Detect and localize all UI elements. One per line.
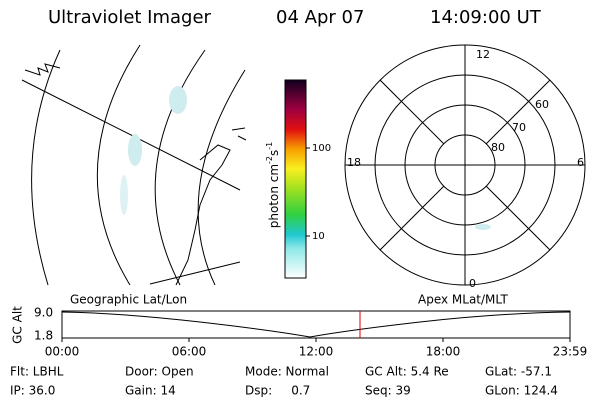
status-field: Dsp: 0.7 <box>245 384 310 398</box>
status-field: GC Alt: 5.4 Re <box>365 365 449 379</box>
colorbar-tick-label: 100 <box>312 143 331 154</box>
time: 14:09:00 UT <box>430 7 542 28</box>
timeline-axis-label: GC Alt <box>11 306 25 344</box>
mlt-label: 6 <box>577 156 584 169</box>
time-label: 12:00 <box>299 345 334 359</box>
map-panel <box>21 44 247 286</box>
lat-label: 70 <box>512 121 526 134</box>
status-field: Door: Open <box>125 365 194 379</box>
status-field: IP: 36.0 <box>10 384 55 398</box>
timeline-caption: Apex MLat/MLT <box>418 293 508 307</box>
aurora-patch <box>128 134 142 166</box>
status-field: Mode: Normal <box>245 365 329 379</box>
aurora-patch <box>120 175 128 215</box>
aurora-patch <box>169 86 187 114</box>
colorbar <box>284 79 307 279</box>
status-field: Seq: 39 <box>365 384 411 398</box>
time-label: 23:59 <box>553 345 588 359</box>
colorbar-label: photon cm-2s-1 <box>265 142 281 229</box>
lat-label: 60 <box>535 98 549 111</box>
mlt-label: 18 <box>347 156 361 169</box>
timeline-y-label: 9.0 <box>34 306 53 320</box>
lat-label: 80 <box>491 141 505 154</box>
date: 04 Apr 07 <box>276 7 364 28</box>
colorbar-tick-label: 10 <box>312 231 325 242</box>
time-label: 00:00 <box>45 345 80 359</box>
time-label: 18:00 <box>426 345 461 359</box>
timeline-y-label: 1.8 <box>34 329 53 343</box>
status-field: Flt: LBHL <box>10 365 64 379</box>
polar-plot <box>344 44 586 286</box>
timeline-caption: Geographic Lat/Lon <box>70 293 187 307</box>
time-label: 06:00 <box>172 345 207 359</box>
instrument: Ultraviolet Imager <box>48 7 212 28</box>
mlt-label: 12 <box>476 48 490 61</box>
mlt-label: 0 <box>469 277 476 290</box>
status-field: Gain: 14 <box>125 384 176 398</box>
status-field: GLat: -57.1 <box>485 365 552 379</box>
status-field: GLon: 124.4 <box>485 384 558 398</box>
altitude-curve <box>61 311 571 338</box>
